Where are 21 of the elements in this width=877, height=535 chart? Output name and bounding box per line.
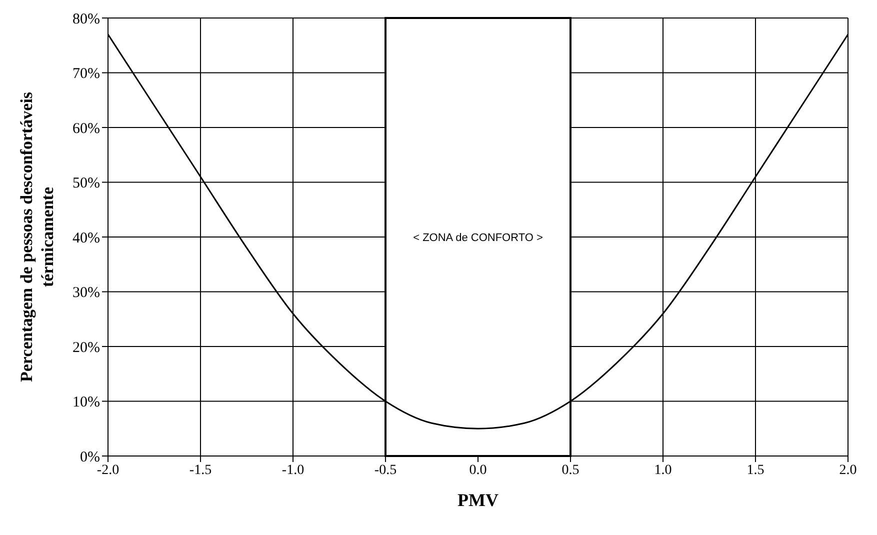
x-tick-label: 0.0 — [469, 462, 487, 478]
y-tick-label: 10% — [72, 394, 100, 411]
y-tick-label: 50% — [72, 176, 100, 192]
x-tick-label: 2.0 — [839, 462, 857, 478]
x-tick-label: -0.5 — [374, 462, 397, 478]
y-tick-label: 80% — [72, 11, 100, 28]
y-tick-label: 30% — [72, 285, 100, 302]
x-tick-label: 1.0 — [654, 462, 672, 478]
x-tick-label: -1.0 — [282, 462, 304, 478]
x-axis-title: PMV — [458, 490, 498, 510]
y-tick-label: 70% — [72, 66, 100, 82]
x-tick-label: 0.5 — [562, 462, 580, 478]
x-tick-label: -2.0 — [96, 462, 120, 478]
x-tick-label: 1.5 — [746, 462, 764, 478]
y-tick-label: 20% — [72, 340, 100, 356]
y-axis-title: Percentagem de pessoas desconfortáveis térmicamente — [17, 92, 57, 382]
x-tick-label: -1.5 — [189, 462, 212, 478]
y-tick-label: 60% — [72, 120, 100, 137]
y-tick-label: 40% — [72, 230, 100, 246]
band-label: < ZONA de CONFORTO > — [413, 232, 543, 244]
y-tick-label: 0% — [80, 449, 100, 466]
